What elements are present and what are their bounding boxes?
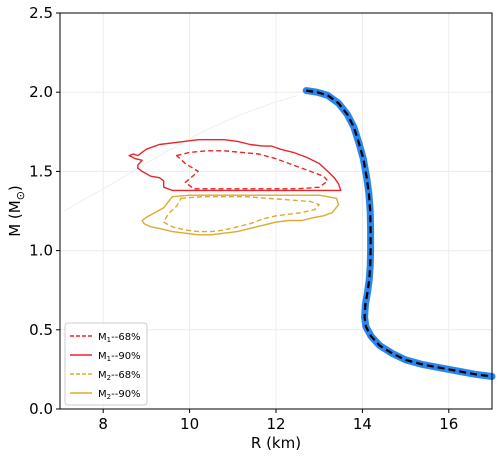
y-tick-label: 0.0 — [29, 400, 53, 418]
contour-m2-90- — [141, 194, 340, 236]
axis-ticks: 8 10 12 14 16 0.0 0.5 1.0 1.5 2.0 2.5 — [29, 4, 458, 433]
y-axis-label-close: ) — [6, 185, 24, 191]
contour-m1-90- — [128, 138, 342, 192]
x-tick-label: 8 — [98, 415, 108, 433]
plot-curves — [64, 87, 496, 380]
y-axis-label-main: M (M — [6, 200, 24, 237]
faint-curve-line — [64, 94, 298, 212]
x-tick-label: 14 — [353, 415, 372, 433]
mr-curve-dashed — [306, 89, 493, 378]
x-tick-label: 10 — [180, 415, 199, 433]
y-axis-label: M (M⊙) — [6, 185, 27, 237]
x-axis-label: R (km) — [251, 434, 301, 452]
y-axis-label-sub: ⊙ — [14, 191, 27, 200]
y-tick-label: 2.5 — [29, 4, 53, 22]
contour-m1-68- — [175, 150, 329, 190]
legend-box — [64, 322, 148, 406]
legend-label: M1--68% — [98, 332, 141, 344]
y-tick-label: 0.5 — [29, 321, 53, 339]
legend: M1--68% M1--90% M2--68% M2--90% — [64, 322, 148, 406]
legend-label: M2--68% — [98, 370, 141, 382]
y-tick-label: 1.0 — [29, 242, 53, 260]
contour-m2-68- — [162, 195, 320, 233]
legend-label: M2--90% — [98, 389, 141, 401]
legend-label: M1--90% — [98, 351, 141, 363]
x-tick-label: 12 — [266, 415, 285, 433]
y-tick-label: 2.0 — [29, 83, 53, 101]
y-tick-label: 1.5 — [29, 162, 53, 180]
x-tick-label: 16 — [439, 415, 458, 433]
